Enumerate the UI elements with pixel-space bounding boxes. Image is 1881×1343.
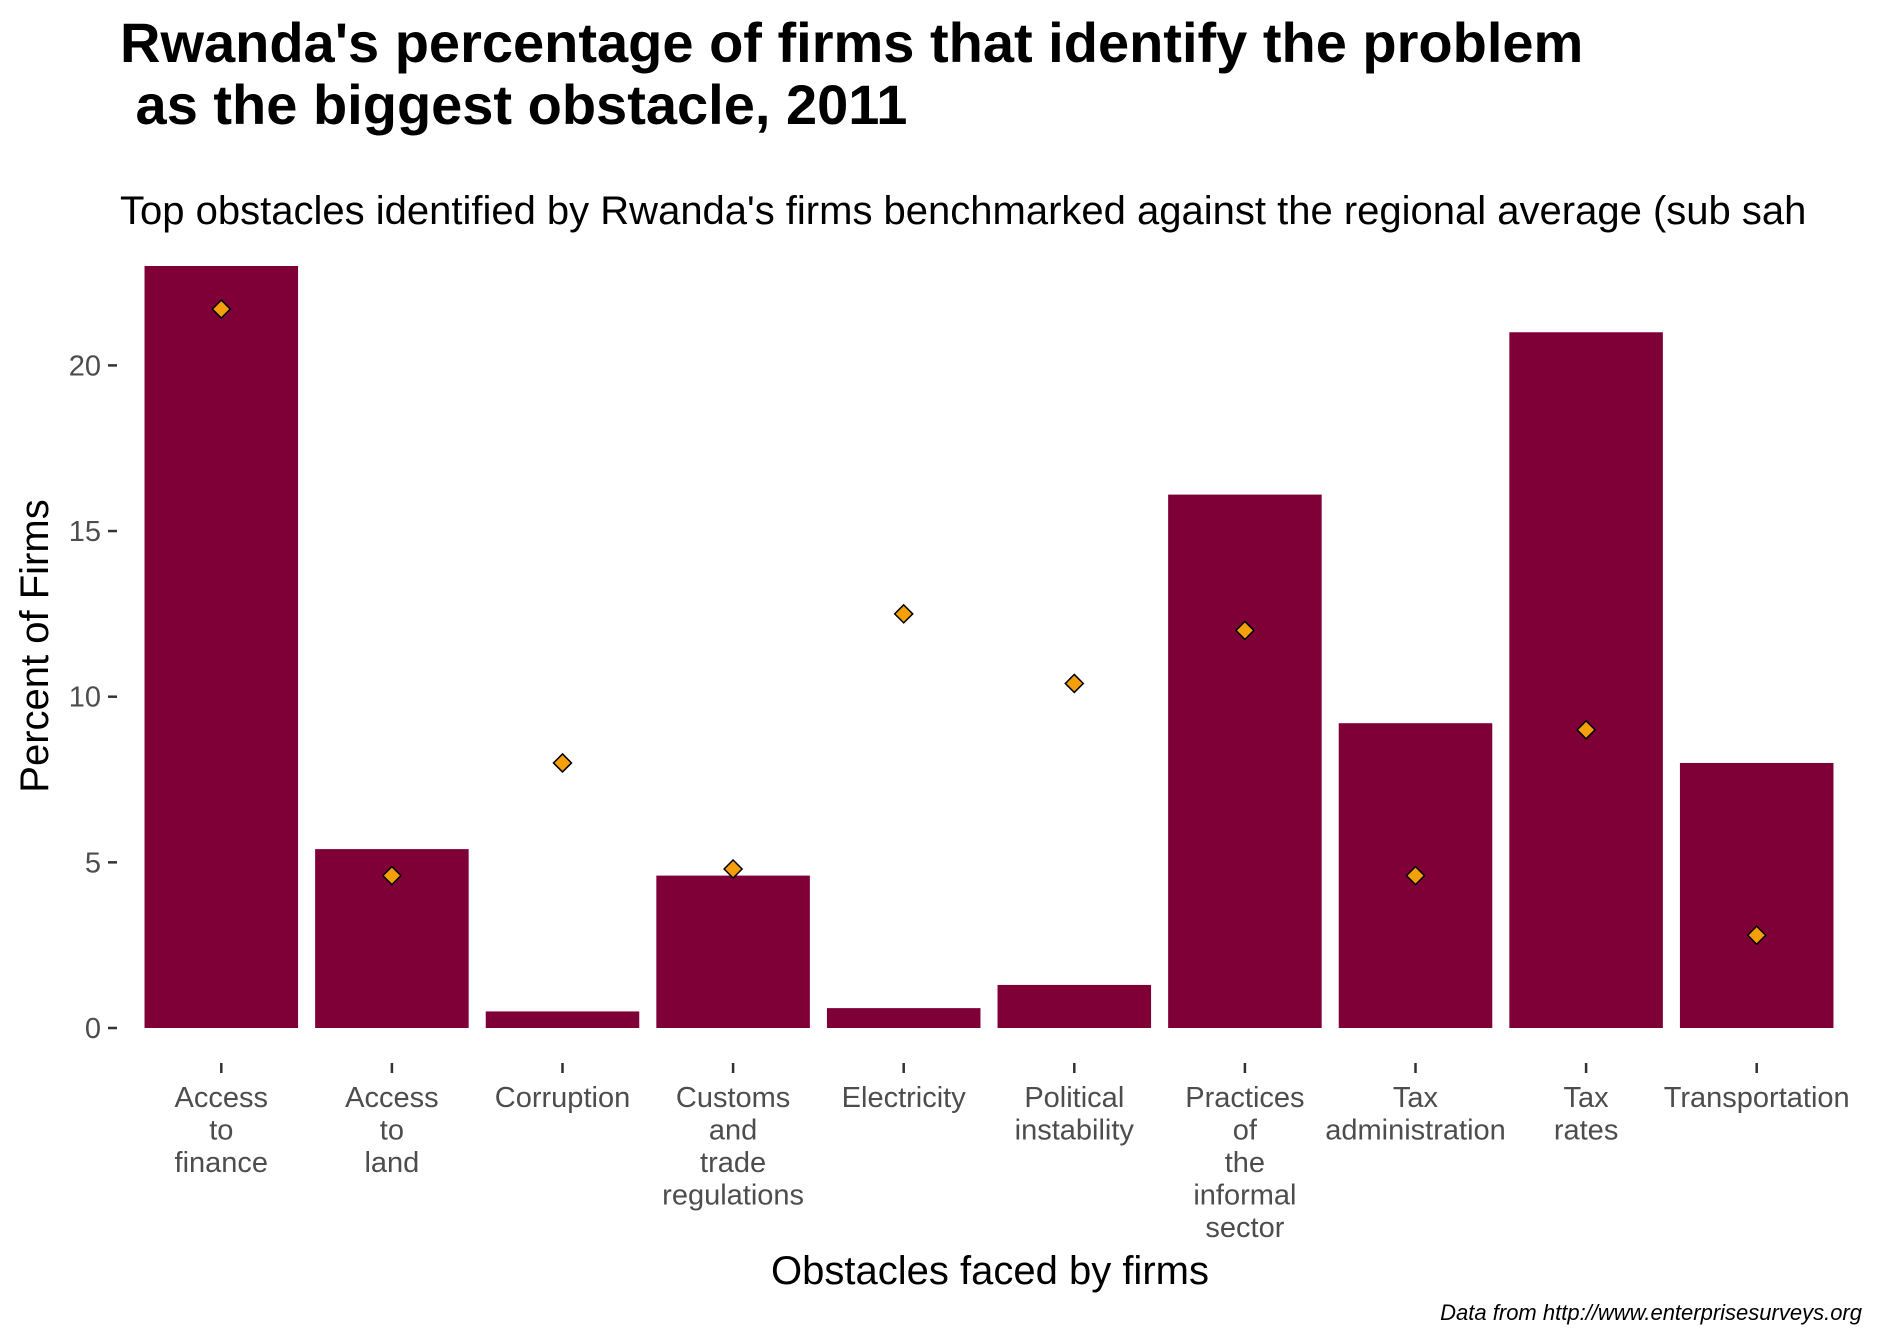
x-tick-label: Transportation — [1664, 1082, 1850, 1114]
y-tick-label: 0 — [85, 1013, 101, 1045]
bars-layer — [144, 266, 1834, 1029]
chart-title-line-1: Rwanda's percentage of firms that identi… — [120, 11, 1583, 74]
x-tick-label-line: instability — [1015, 1115, 1135, 1147]
x-tick-label-line: land — [364, 1147, 419, 1179]
x-tick-label: Electricity — [842, 1082, 967, 1114]
x-tick-label: Access to land — [345, 1082, 438, 1179]
chart-caption: Data from http://www.enterprisesurveys.o… — [1440, 1300, 1863, 1325]
x-tick-label-line: Political — [1024, 1082, 1124, 1114]
x-tick-label-line: to — [209, 1115, 233, 1147]
bar — [997, 984, 1152, 1028]
bar — [1509, 332, 1663, 1028]
x-tick-label: Political instability — [1015, 1082, 1135, 1147]
x-tick-label-line: regulations — [662, 1180, 804, 1212]
bar — [1679, 762, 1834, 1028]
x-tick-label-line: Tax — [1564, 1082, 1610, 1114]
regional-average-point — [1405, 865, 1426, 886]
y-tick-label: 5 — [85, 847, 101, 879]
bar — [826, 1008, 981, 1028]
x-tick-label-line: the — [1225, 1147, 1265, 1179]
chart-subtitle: Top obstacles identified by Rwanda's fir… — [120, 189, 1806, 233]
points-layer — [211, 299, 1767, 946]
x-tick-label-line: Transportation — [1664, 1082, 1850, 1114]
regional-average-point — [381, 865, 402, 886]
x-tick-label: Access to finance — [175, 1082, 269, 1179]
regional-average-point — [1234, 620, 1255, 641]
x-tick-label: Tax rates — [1554, 1082, 1618, 1147]
x-tick-label-line: and — [709, 1115, 757, 1147]
x-tick-label-line: Access — [345, 1082, 438, 1114]
x-tick-label: Customs and trade regulations — [662, 1082, 804, 1212]
bar — [1168, 494, 1322, 1029]
x-tick-label: Corruption — [495, 1082, 630, 1114]
x-tick-label-line: informal — [1193, 1180, 1296, 1212]
x-tick-label-line: of — [1233, 1115, 1258, 1147]
x-tick-label-line: Corruption — [495, 1082, 630, 1114]
x-tick-label-line: Customs — [676, 1082, 790, 1114]
bar — [656, 875, 810, 1028]
x-tick-label-line: administration — [1325, 1115, 1506, 1147]
x-tick-label-line: sector — [1205, 1212, 1284, 1244]
regional-average-point — [552, 752, 573, 774]
regional-average-point — [1576, 719, 1597, 740]
x-tick-label-line: Electricity — [842, 1082, 967, 1114]
x-tick-label-line: finance — [175, 1147, 269, 1179]
regional-average-point — [1746, 925, 1767, 946]
y-axis: 0 5 10 15 20 — [69, 350, 117, 1045]
y-axis-title: Percent of Firms — [13, 499, 57, 792]
chart-title-line-2: as the biggest obstacle, 2011 — [120, 73, 907, 136]
x-tick-label-line: rates — [1554, 1115, 1618, 1147]
regional-average-point — [1064, 673, 1085, 694]
x-tick-label-line: trade — [700, 1147, 766, 1179]
x-tick-label-line: Practices — [1185, 1082, 1304, 1114]
regional-average-point — [723, 858, 744, 880]
bar — [144, 266, 299, 1028]
x-tick-label: Practices of the informal sector — [1185, 1082, 1304, 1244]
y-tick-label: 15 — [69, 516, 101, 548]
bar — [485, 1011, 640, 1028]
y-tick-label: 20 — [69, 350, 101, 382]
x-tick-label-line: Tax — [1393, 1082, 1439, 1114]
regional-average-point — [893, 603, 914, 624]
x-axis-title: Obstacles faced by firms — [771, 1249, 1209, 1293]
x-tick-label: Tax administration — [1325, 1082, 1506, 1147]
x-tick-label-line: Access — [175, 1082, 268, 1114]
regional-average-point — [211, 299, 232, 320]
x-tick-label-line: to — [380, 1115, 404, 1147]
y-tick-label: 10 — [69, 682, 101, 714]
